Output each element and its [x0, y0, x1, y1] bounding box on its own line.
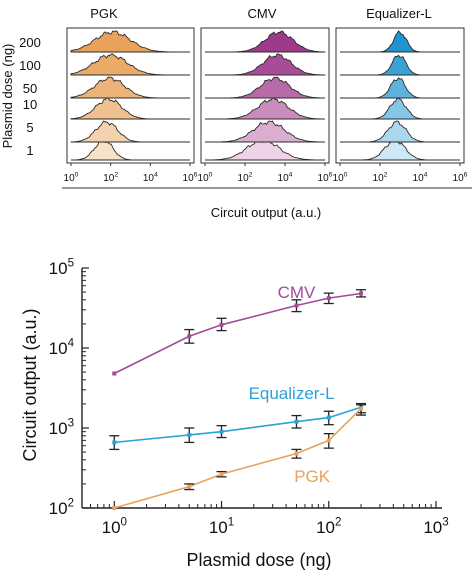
data-point-cmv [359, 291, 364, 296]
histogram-cmv-dose-100 [205, 53, 326, 76]
data-point-equalizer-l [326, 415, 331, 420]
series-pgk: PGK [112, 404, 367, 510]
histogram-x-tick-label: 106 [183, 172, 198, 185]
x-tick-label: 103 [423, 516, 448, 537]
data-point-pgk [187, 484, 192, 489]
histogram-panels: PGK CMV Equalizer-L 200 100 50 10 5 1 Pl… [0, 6, 472, 220]
dose-label-100: 100 [19, 58, 41, 73]
data-point-cmv [112, 371, 117, 376]
dose-labels: 200 100 50 10 5 1 [19, 35, 41, 158]
line-chart-x-axis-label: Plasmid dose (ng) [186, 550, 331, 570]
panel-title-cmv: CMV [248, 6, 277, 21]
data-point-equalizer-l [219, 429, 224, 434]
histogram-x-tick-labels: 100 102 104 106 100 102 104 106 100 102 104 106 [64, 163, 468, 184]
histogram-x-tick-label: 100 [198, 172, 213, 185]
histogram-x-tick-label: 102 [373, 172, 388, 185]
dose-label-5: 5 [26, 120, 33, 135]
line-chart-axes: 102 103 104 105 100 101 102 103 [49, 257, 449, 537]
y-tick-label: 103 [49, 417, 74, 438]
histogram-x-axis-label: Circuit output (a.u.) [211, 205, 322, 220]
series-cmv: CMV [112, 283, 367, 376]
data-point-equalizer-l [112, 440, 117, 445]
data-point-pgk [359, 406, 364, 411]
histogram-x-tick-label: 106 [453, 172, 468, 185]
histogram-pgk-dose-100 [70, 53, 190, 76]
data-point-equalizer-l [294, 419, 299, 424]
x-tick-label: 101 [209, 516, 234, 537]
line-chart-series: CMV Equalizer-L PGK [109, 283, 367, 510]
histogram-equalizer-l-dose-10 [340, 97, 460, 120]
histogram-pgk-dose-10 [70, 97, 190, 120]
histogram-x-tick-label: 102 [103, 172, 118, 185]
histogram-cmv-dose-200 [205, 30, 326, 53]
histogram-x-tick-label: 100 [333, 172, 348, 185]
data-point-equalizer-l [187, 432, 192, 437]
histogram-x-tick-label: 102 [238, 172, 253, 185]
histogram-cmv-dose-5 [205, 120, 325, 143]
y-tick-label: 104 [49, 337, 75, 358]
panel-cmv: CMV [200, 6, 330, 164]
data-point-cmv [294, 303, 299, 308]
panel-pgk: PGK [66, 6, 195, 164]
x-tick-label: 100 [102, 516, 127, 537]
histogram-y-axis-label: Plasmid dose (ng) [0, 44, 15, 149]
histogram-equalizer-l-dose-200 [340, 30, 460, 53]
line-chart: Circuit output (a.u.) Plasmid dose (ng) … [20, 257, 449, 570]
data-point-pgk [112, 506, 117, 510]
series-line-pgk [114, 408, 362, 509]
histogram-pgk-dose-50 [70, 76, 190, 99]
dose-label-10: 10 [23, 97, 37, 112]
series-line-cmv [113, 292, 362, 375]
histogram-x-tick-label: 100 [64, 172, 79, 185]
panel-equalizer-l: Equalizer-L [335, 6, 465, 164]
series-line-equalizer-l [114, 406, 362, 444]
data-point-cmv [187, 334, 192, 339]
dose-label-50: 50 [23, 81, 37, 96]
line-chart-y-axis-label: Circuit output (a.u.) [20, 308, 40, 461]
histogram-cmv-dose-10 [205, 97, 326, 120]
histogram-equalizer-l-dose-5 [340, 120, 460, 143]
series-equalizer-l: Equalizer-L [109, 384, 367, 451]
data-point-pgk [326, 438, 331, 443]
data-point-cmv [219, 322, 224, 327]
data-point-pgk [219, 472, 224, 477]
data-point-pgk [294, 451, 299, 456]
histogram-x-tick-label: 104 [278, 172, 293, 185]
y-tick-label: 105 [49, 257, 74, 278]
dose-label-1: 1 [26, 143, 33, 158]
histogram-x-tick-label: 104 [143, 172, 158, 185]
histogram-pgk-dose-5 [70, 120, 190, 143]
x-tick-label: 102 [316, 516, 341, 537]
panel-title-equalizer-l: Equalizer-L [366, 6, 432, 21]
histogram-equalizer-l-dose-1 [340, 138, 460, 161]
series-label-cmv: CMV [278, 283, 316, 302]
histogram-x-tick-label: 104 [413, 172, 428, 185]
histogram-x-tick-label: 106 [318, 172, 333, 185]
panel-title-pgk: PGK [90, 6, 118, 21]
data-point-cmv [326, 296, 331, 301]
series-label-pgk: PGK [294, 467, 331, 486]
dose-label-200: 200 [19, 35, 41, 50]
histogram-cmv-dose-50 [205, 76, 326, 99]
y-tick-label: 102 [49, 497, 74, 518]
histogram-pgk-dose-1 [71, 138, 190, 161]
histogram-pgk-dose-200 [70, 30, 190, 53]
series-label-equalizer-l: Equalizer-L [249, 384, 335, 403]
histogram-equalizer-l-dose-50 [340, 77, 460, 99]
histogram-equalizer-l-dose-100 [340, 54, 460, 76]
